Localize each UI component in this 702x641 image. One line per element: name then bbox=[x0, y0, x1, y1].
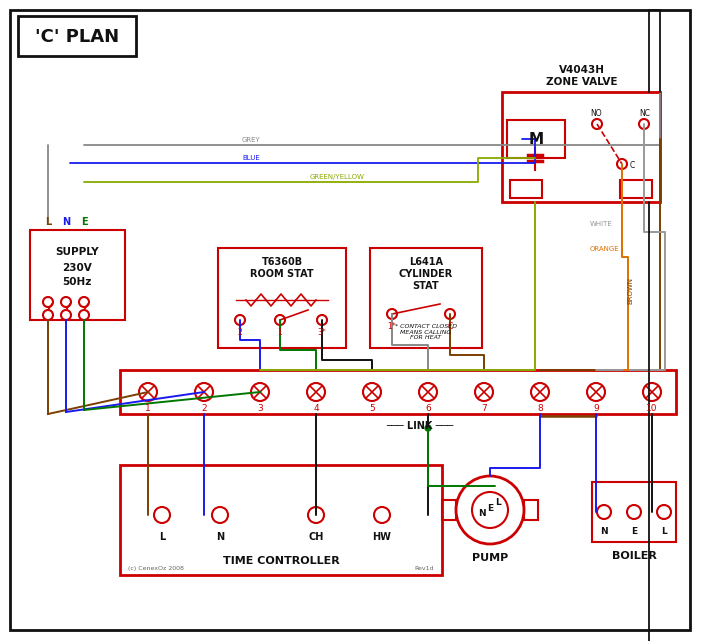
Text: CYLINDER: CYLINDER bbox=[399, 269, 453, 279]
Text: 7: 7 bbox=[481, 403, 487, 413]
Text: L: L bbox=[159, 532, 165, 542]
Circle shape bbox=[617, 159, 627, 169]
Circle shape bbox=[43, 297, 53, 307]
Text: L: L bbox=[495, 497, 501, 506]
Text: BROWN: BROWN bbox=[627, 276, 633, 303]
Text: 8: 8 bbox=[537, 403, 543, 413]
Text: SUPPLY: SUPPLY bbox=[55, 247, 99, 257]
Text: (c) CenexOz 2008: (c) CenexOz 2008 bbox=[128, 566, 184, 571]
Text: 3: 3 bbox=[257, 403, 263, 413]
Text: E: E bbox=[631, 528, 637, 537]
Circle shape bbox=[592, 119, 602, 129]
Text: ORANGE: ORANGE bbox=[590, 246, 620, 252]
Text: E: E bbox=[81, 217, 87, 227]
Text: GREEN/YELLOW: GREEN/YELLOW bbox=[310, 174, 365, 180]
Circle shape bbox=[317, 315, 327, 325]
Text: 50Hz: 50Hz bbox=[62, 277, 92, 287]
Text: N: N bbox=[600, 528, 608, 537]
Text: 6: 6 bbox=[425, 403, 431, 413]
Text: ─── LINK ───: ─── LINK ─── bbox=[386, 421, 453, 431]
Circle shape bbox=[639, 119, 649, 129]
Text: 1: 1 bbox=[277, 328, 282, 337]
Text: STAT: STAT bbox=[413, 281, 439, 291]
Text: N: N bbox=[62, 217, 70, 227]
Text: PUMP: PUMP bbox=[472, 553, 508, 563]
Circle shape bbox=[387, 309, 397, 319]
Circle shape bbox=[275, 315, 285, 325]
Text: * CONTACT CLOSED
MEANS CALLING
FOR HEAT: * CONTACT CLOSED MEANS CALLING FOR HEAT bbox=[395, 324, 457, 340]
Text: L641A: L641A bbox=[409, 257, 443, 267]
Text: 10: 10 bbox=[647, 403, 658, 413]
Circle shape bbox=[79, 297, 89, 307]
Circle shape bbox=[445, 309, 455, 319]
Text: 3*: 3* bbox=[317, 328, 326, 337]
Text: C: C bbox=[447, 322, 453, 331]
Text: 4: 4 bbox=[313, 403, 319, 413]
Text: NO: NO bbox=[590, 108, 602, 117]
Circle shape bbox=[425, 425, 431, 431]
Text: N: N bbox=[478, 510, 486, 519]
Text: HW: HW bbox=[373, 532, 392, 542]
Text: L: L bbox=[45, 217, 51, 227]
Text: ROOM STAT: ROOM STAT bbox=[250, 269, 314, 279]
Text: T6360B: T6360B bbox=[261, 257, 303, 267]
Text: C: C bbox=[630, 160, 635, 169]
Text: L: L bbox=[661, 528, 667, 537]
Text: E: E bbox=[487, 503, 493, 513]
Text: 2: 2 bbox=[237, 328, 242, 337]
Text: N: N bbox=[216, 532, 224, 542]
Text: NC: NC bbox=[640, 108, 651, 117]
Text: ZONE VALVE: ZONE VALVE bbox=[546, 77, 618, 87]
Text: WHITE: WHITE bbox=[590, 221, 613, 227]
Text: CH: CH bbox=[308, 532, 324, 542]
Text: 1: 1 bbox=[145, 403, 151, 413]
Text: M: M bbox=[529, 131, 543, 147]
Text: TIME CONTROLLER: TIME CONTROLLER bbox=[223, 556, 339, 566]
Circle shape bbox=[79, 310, 89, 320]
Text: Rev1d: Rev1d bbox=[414, 566, 434, 571]
Text: BLUE: BLUE bbox=[242, 155, 260, 161]
Circle shape bbox=[61, 310, 71, 320]
Text: 2: 2 bbox=[201, 403, 207, 413]
Text: BOILER: BOILER bbox=[611, 551, 656, 561]
Text: 'C' PLAN: 'C' PLAN bbox=[35, 28, 119, 46]
Circle shape bbox=[43, 310, 53, 320]
Circle shape bbox=[235, 315, 245, 325]
Text: 9: 9 bbox=[593, 403, 599, 413]
Text: 1*: 1* bbox=[388, 322, 397, 331]
Circle shape bbox=[61, 297, 71, 307]
Text: 5: 5 bbox=[369, 403, 375, 413]
Text: GREY: GREY bbox=[242, 137, 260, 143]
Text: 230V: 230V bbox=[62, 263, 92, 273]
Text: V4043H: V4043H bbox=[559, 65, 605, 75]
